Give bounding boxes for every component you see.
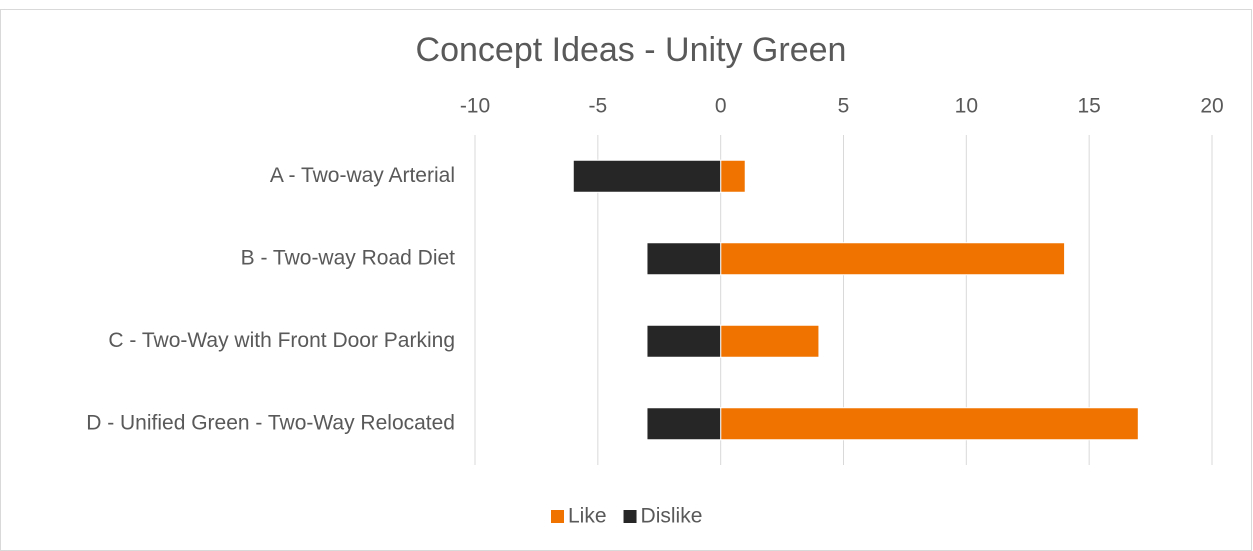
legend-label: Like [568, 505, 607, 528]
x-tick-label: -10 [460, 95, 490, 118]
legend-label: Dislike [641, 505, 703, 528]
x-tick-label: 0 [715, 95, 727, 118]
y-tick-label: D - Unified Green - Two-Way Relocated [86, 411, 455, 434]
bar [646, 242, 722, 276]
bar [646, 407, 722, 441]
bar [720, 242, 1066, 276]
bar [572, 159, 722, 193]
legend-swatch [551, 510, 564, 523]
bar [720, 324, 820, 358]
chart-border [0, 9, 1252, 551]
legend-swatch [623, 510, 637, 523]
bar [720, 159, 746, 193]
x-tick-label: -5 [588, 95, 607, 118]
x-tick-label: 20 [1200, 95, 1223, 118]
bar [646, 324, 722, 358]
y-tick-label: C - Two-Way with Front Door Parking [108, 329, 455, 352]
x-tick-label: 10 [955, 95, 978, 118]
y-tick-label: B - Two-way Road Diet [241, 246, 456, 269]
x-tick-label: 15 [1077, 95, 1100, 118]
bar [720, 407, 1139, 441]
x-tick-label: 5 [838, 95, 850, 118]
chart-title: Concept Ideas - Unity Green [416, 31, 847, 69]
y-tick-label: A - Two-way Arterial [270, 164, 455, 187]
